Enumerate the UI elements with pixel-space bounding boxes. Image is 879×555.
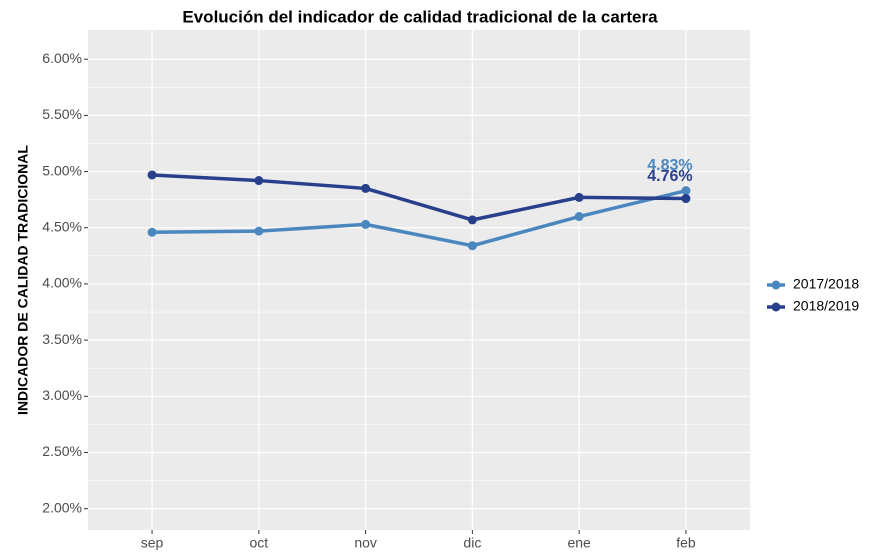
- point: [681, 186, 691, 196]
- series-line: [152, 188, 687, 248]
- point: [467, 241, 477, 251]
- point: [147, 170, 157, 180]
- point: [467, 215, 477, 225]
- y-axis-label: INDICADOR DE CALIDAD TRADICIONAL: [15, 145, 31, 415]
- x-tick-label: dic: [463, 535, 481, 550]
- panel: [88, 30, 750, 530]
- x-tick-label: sep: [141, 535, 164, 550]
- legend-label: 2017/2018: [793, 276, 859, 292]
- x-tick-label: ene: [567, 535, 591, 550]
- point: [681, 194, 691, 204]
- y-tick-label: 5.50%: [42, 106, 82, 122]
- y-tick-label: 4.00%: [42, 275, 82, 291]
- y-tick-label: 3.50%: [42, 331, 82, 347]
- y-tick-label: 2.50%: [42, 443, 82, 459]
- point: [147, 227, 157, 237]
- point: [361, 183, 371, 193]
- legend-label: 2018/2019: [793, 298, 859, 314]
- y-tick-label: 5.00%: [42, 162, 82, 178]
- x-tick-label: feb: [676, 535, 696, 550]
- y-tick-label: 2.00%: [42, 499, 82, 515]
- x-tick-label: nov: [354, 535, 377, 550]
- chart-title: Evolución del indicador de calidad tradi…: [182, 7, 658, 26]
- y-tick-label: 6.00%: [42, 50, 82, 66]
- y-tick-label: 4.50%: [42, 218, 82, 234]
- point: [574, 212, 584, 222]
- point: [254, 226, 264, 236]
- x-tick-label: oct: [249, 535, 268, 550]
- point: [254, 176, 264, 186]
- legend-point: [771, 280, 781, 290]
- y-tick-label: 3.00%: [42, 387, 82, 403]
- legend-point: [771, 302, 781, 312]
- point: [361, 219, 371, 229]
- data-label: 4.83%: [647, 157, 692, 174]
- series-line: [151, 173, 686, 222]
- data-label: 4.76%: [647, 168, 692, 185]
- point: [574, 192, 584, 202]
